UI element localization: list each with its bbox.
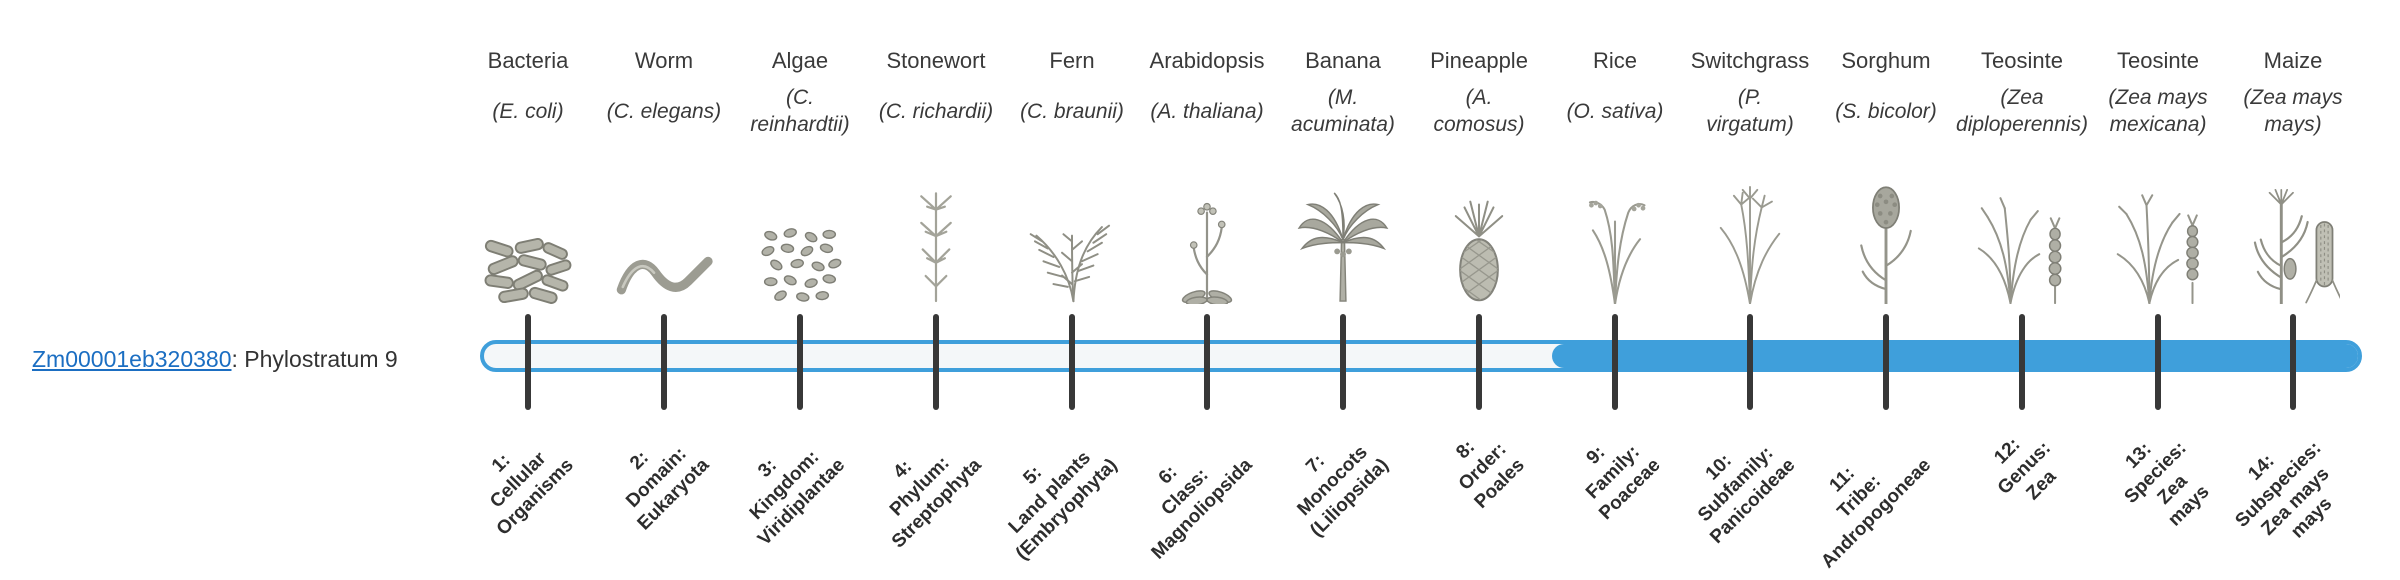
organism-column-arabidopsis: Arabidopsis (A. thaliana) bbox=[1132, 48, 1282, 305]
stratum-tick-10 bbox=[1747, 314, 1753, 410]
organism-column-sorghum: Sorghum (S. bicolor) bbox=[1811, 48, 1961, 305]
organism-scientific-name: (E. coli) bbox=[492, 99, 564, 123]
teosinte-diploperennis-illustration bbox=[1947, 144, 2097, 305]
sorghum-illustration bbox=[1811, 144, 1961, 305]
organism-column-pineapple: Pineapple (A. comosus) bbox=[1404, 48, 1554, 304]
organism-common-name: Maize bbox=[2263, 48, 2323, 73]
organism-scientific-name: (C. reinhardtii) bbox=[750, 86, 850, 137]
pineapple-illustration bbox=[1404, 144, 1554, 304]
organism-common-name: Bacteria bbox=[487, 48, 569, 73]
organism-column-bacteria: Bacteria (E. coli) bbox=[453, 48, 603, 305]
phylostratum-bar bbox=[480, 340, 2362, 372]
organism-common-name: Pineapple bbox=[1430, 48, 1528, 73]
stratum-tick-9 bbox=[1612, 314, 1618, 410]
stratum-label-4: 4: Phylum: Streptophyta bbox=[885, 452, 986, 553]
organism-scientific-name: (Zea mays mexicana) bbox=[2108, 86, 2208, 137]
organism-common-name: Teosinte bbox=[1981, 48, 2063, 73]
stratum-label-3: 3: Kingdom: Viridiplantae bbox=[745, 446, 850, 550]
phylostratum-bar-fill bbox=[1552, 344, 2358, 368]
stratum-label-10: 10: Subfamily: Panicoideae bbox=[1693, 442, 1800, 548]
stratum-tick-6 bbox=[1204, 314, 1210, 410]
organism-scientific-name: (A. thaliana) bbox=[1150, 99, 1264, 123]
organism-scientific-name: (A. comosus) bbox=[1433, 86, 1525, 137]
organism-scientific-name: (C. richardii) bbox=[878, 99, 994, 123]
organism-scientific-name: (C. elegans) bbox=[606, 99, 722, 123]
stratum-label-12: 12: Genus: Zea bbox=[1989, 434, 2060, 504]
stratum-label-9: 9: Family: Poaceae bbox=[1581, 441, 1665, 524]
organism-scientific-name: (Zea diploperennis) bbox=[1956, 86, 2088, 137]
organism-column-teosinte-mexicana: Teosinte (Zea mays mexicana) bbox=[2083, 48, 2233, 305]
stratum-tick-2 bbox=[661, 314, 667, 410]
bacteria-illustration bbox=[453, 144, 603, 305]
stratum-label-8: 8: Order: Poales bbox=[1452, 436, 1529, 513]
stratum-label-11: 11: Tribe: Andropogoneae bbox=[1817, 454, 1936, 573]
organism-column-maize: Maize (Zea mays mays) bbox=[2218, 48, 2368, 305]
organism-common-name: Arabidopsis bbox=[1149, 48, 1265, 73]
organism-column-rice: Rice (O. sativa) bbox=[1540, 48, 1690, 305]
gene-label: Zm00001eb320380: Phylostratum 9 bbox=[32, 346, 398, 373]
organism-column-stonewort: Stonewort (C. richardii) bbox=[861, 48, 1011, 304]
organism-column-teosinte-diploperennis: Teosinte (Zea diploperennis) bbox=[1947, 48, 2097, 305]
organism-column-fern: Fern (C. braunii) bbox=[997, 48, 1147, 304]
maize-illustration bbox=[2218, 144, 2368, 305]
organism-common-name: Fern bbox=[1049, 48, 1095, 73]
stonewort-illustration bbox=[861, 144, 1011, 304]
banana-illustration bbox=[1268, 144, 1418, 304]
stratum-tick-13 bbox=[2155, 314, 2161, 410]
stratum-tick-5 bbox=[1069, 314, 1075, 410]
teosinte-mexicana-illustration bbox=[2083, 144, 2233, 305]
rice-illustration bbox=[1540, 144, 1690, 305]
stratum-tick-7 bbox=[1340, 314, 1346, 410]
gene-link[interactable]: Zm00001eb320380 bbox=[32, 346, 232, 372]
organism-scientific-name: (M. acuminata) bbox=[1291, 86, 1395, 137]
stratum-tick-11 bbox=[1883, 314, 1889, 410]
stratum-tick-3 bbox=[797, 314, 803, 410]
organism-scientific-name: (S. bicolor) bbox=[1835, 99, 1937, 123]
organism-common-name: Rice bbox=[1592, 48, 1637, 73]
organism-common-name: Sorghum bbox=[1841, 48, 1931, 73]
arabidopsis-illustration bbox=[1132, 144, 1282, 305]
organism-scientific-name: (O. sativa) bbox=[1566, 99, 1664, 123]
stratum-label-1: 1: Cellular Organisms bbox=[485, 447, 578, 540]
stratum-label-5: 5: Land plants (Embryophyta) bbox=[1004, 447, 1122, 564]
organism-column-switchgrass: Switchgrass (P. virgatum) bbox=[1675, 48, 1825, 305]
organism-scientific-name: (C. braunii) bbox=[1020, 99, 1124, 123]
phylostratum-text: : Phylostratum 9 bbox=[231, 346, 398, 372]
organism-common-name: Switchgrass bbox=[1690, 48, 1810, 73]
switchgrass-illustration bbox=[1675, 144, 1825, 305]
organism-common-name: Algae bbox=[771, 48, 829, 73]
organism-common-name: Stonewort bbox=[886, 48, 986, 73]
stratum-tick-12 bbox=[2019, 314, 2025, 410]
stratum-label-14: 14: Subspecies: Zea mays mays bbox=[2231, 437, 2337, 543]
stratum-tick-4 bbox=[933, 314, 939, 410]
stratum-tick-14 bbox=[2290, 314, 2296, 410]
algae-illustration bbox=[725, 144, 875, 304]
stratum-tick-8 bbox=[1476, 314, 1482, 410]
stratum-label-13: 13: Species: Zea mays bbox=[2120, 437, 2214, 531]
organism-scientific-name: (Zea mays mays) bbox=[2243, 86, 2343, 137]
fern-illustration bbox=[997, 144, 1147, 304]
organism-common-name: Worm bbox=[634, 48, 694, 73]
stratum-tick-1 bbox=[525, 314, 531, 410]
organism-scientific-name: (P. virgatum) bbox=[1706, 86, 1794, 137]
stratum-label-7: 7: Monocots (Liliopsida) bbox=[1292, 441, 1393, 541]
organism-common-name: Teosinte bbox=[2117, 48, 2199, 73]
organism-column-banana: Banana (M. acuminata) bbox=[1268, 48, 1418, 304]
stratum-label-2: 2: Domain: Eukaryota bbox=[622, 443, 714, 535]
worm-illustration bbox=[589, 144, 739, 304]
stratum-label-6: 6: Class: Magnoliopsida bbox=[1147, 454, 1257, 564]
organism-common-name: Banana bbox=[1305, 48, 1381, 73]
organism-column-algae: Algae (C. reinhardtii) bbox=[725, 48, 875, 304]
organism-column-worm: Worm (C. elegans) bbox=[589, 48, 739, 304]
